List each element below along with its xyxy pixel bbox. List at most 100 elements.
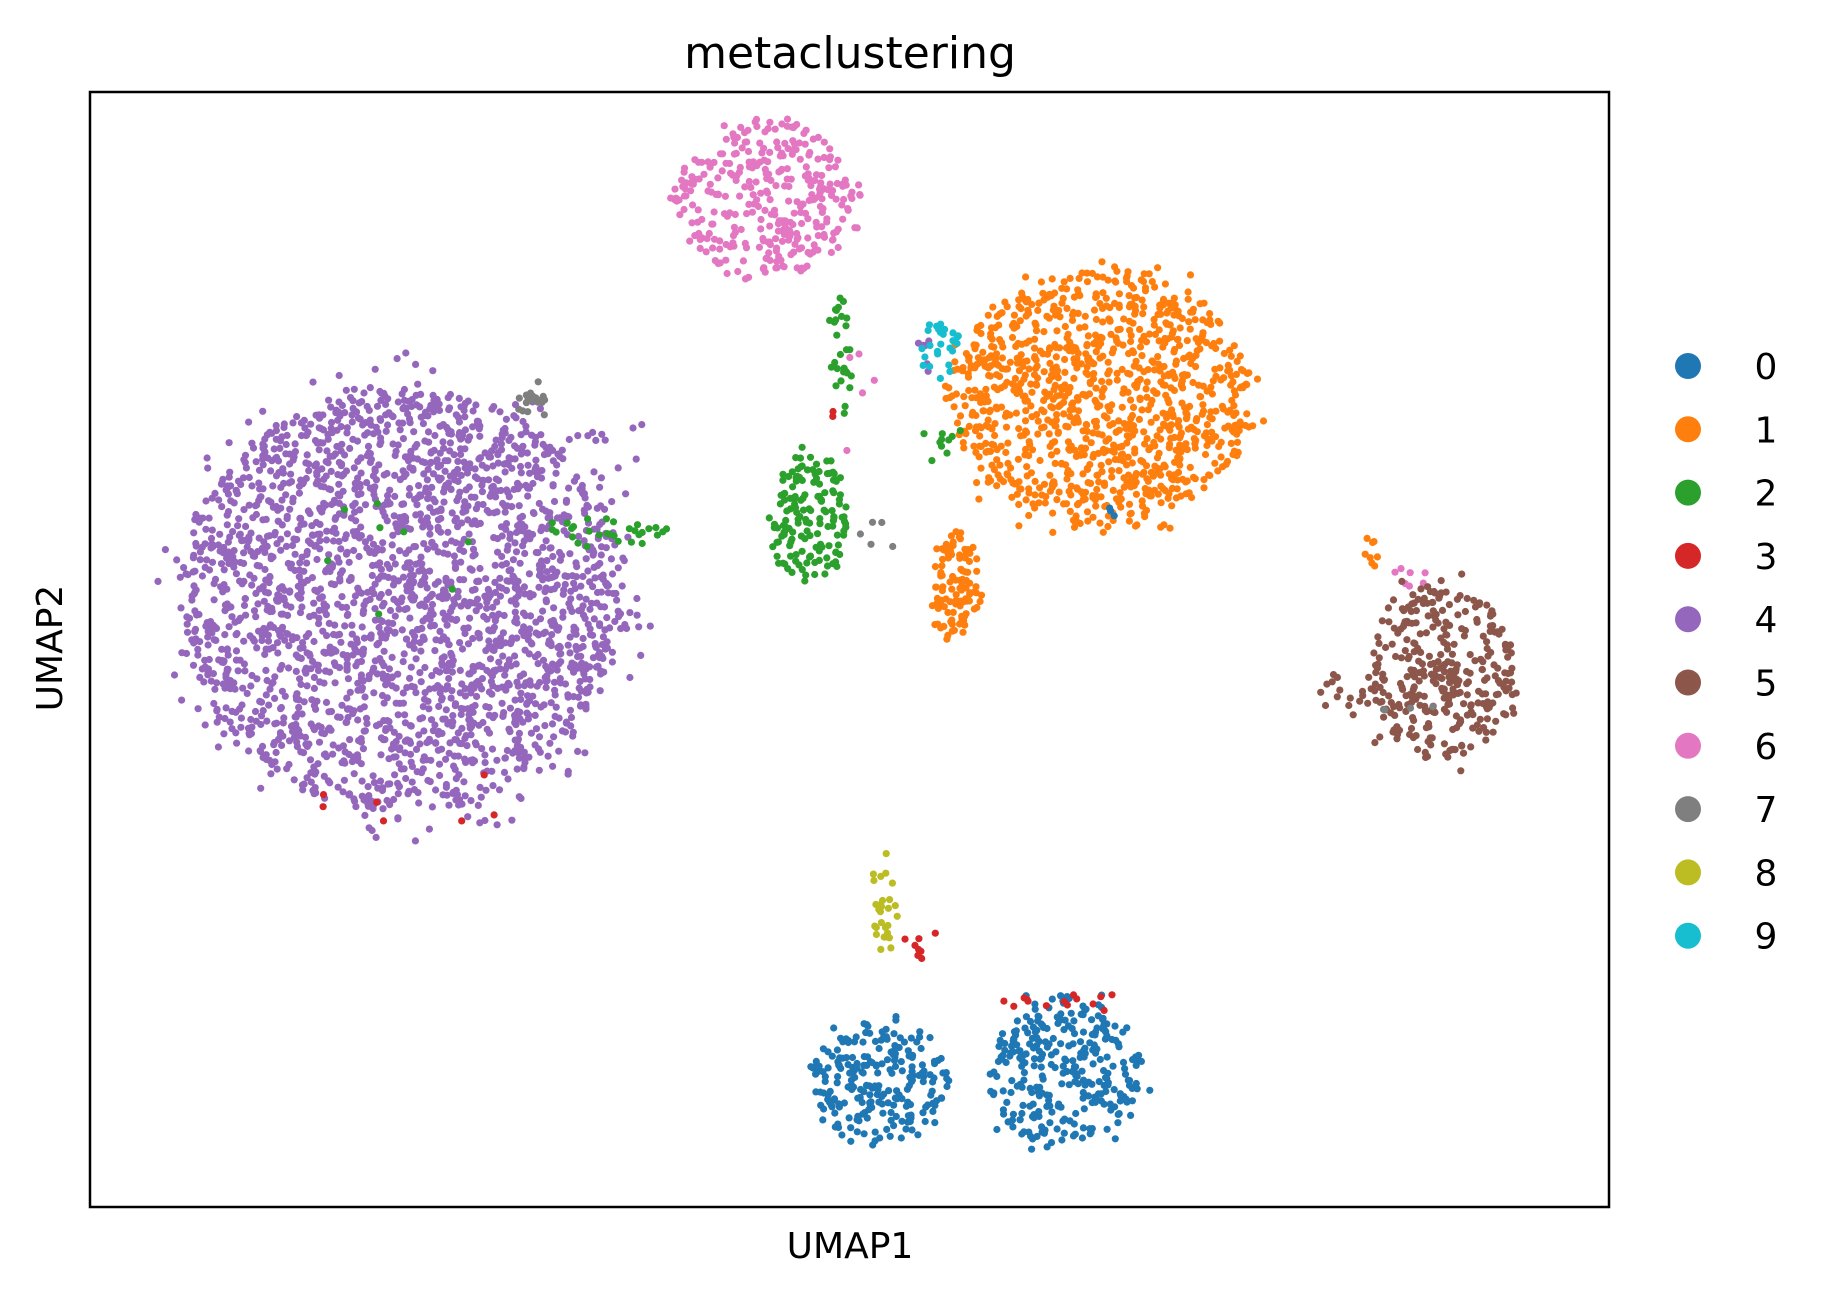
point-cluster-6 bbox=[753, 196, 761, 204]
point-cluster-4 bbox=[600, 505, 609, 513]
point-cluster-0 bbox=[1092, 1094, 1100, 1102]
point-cluster-4 bbox=[235, 705, 244, 713]
point-cluster-4 bbox=[329, 741, 337, 749]
point-cluster-4 bbox=[552, 703, 560, 711]
point-cluster-4 bbox=[334, 783, 342, 791]
point-cluster-4 bbox=[369, 772, 377, 780]
point-cluster-4 bbox=[316, 520, 324, 529]
point-cluster-4 bbox=[350, 464, 358, 472]
point-cluster-4 bbox=[412, 745, 421, 754]
point-cluster-4 bbox=[344, 675, 352, 683]
point-cluster-1 bbox=[1202, 339, 1210, 347]
point-cluster-4 bbox=[436, 689, 444, 697]
point-cluster-1 bbox=[949, 572, 957, 581]
point-cluster-0 bbox=[1052, 1048, 1060, 1056]
point-cluster-4 bbox=[516, 514, 524, 522]
point-cluster-4 bbox=[263, 532, 272, 540]
point-cluster-4 bbox=[412, 689, 420, 697]
point-cluster-6 bbox=[797, 244, 806, 252]
point-cluster-0 bbox=[878, 1028, 886, 1036]
point-cluster-1 bbox=[1060, 278, 1068, 286]
point-cluster-4 bbox=[459, 705, 467, 713]
point-cluster-5 bbox=[1328, 678, 1336, 686]
point-cluster-4 bbox=[476, 783, 484, 792]
point-cluster-1 bbox=[1161, 280, 1169, 288]
point-cluster-0 bbox=[1016, 1116, 1024, 1124]
point-cluster-4 bbox=[549, 616, 558, 625]
point-cluster-4 bbox=[183, 620, 191, 628]
point-cluster-6 bbox=[838, 201, 846, 209]
point-cluster-6 bbox=[814, 246, 822, 254]
point-cluster-0 bbox=[930, 1074, 938, 1082]
point-cluster-5 bbox=[1384, 604, 1392, 612]
point-cluster-6 bbox=[707, 188, 715, 196]
point-cluster-1 bbox=[1092, 502, 1100, 510]
point-cluster-4 bbox=[285, 642, 293, 650]
point-cluster-4 bbox=[456, 576, 464, 584]
point-cluster-1 bbox=[1097, 339, 1105, 348]
point-cluster-4 bbox=[523, 709, 531, 717]
point-cluster-1 bbox=[948, 627, 956, 635]
point-cluster-4 bbox=[577, 582, 585, 590]
point-cluster-1 bbox=[1012, 342, 1020, 350]
point-cluster-4 bbox=[392, 699, 400, 707]
point-cluster-4 bbox=[394, 670, 402, 678]
point-cluster-4 bbox=[252, 589, 260, 598]
point-cluster-4 bbox=[237, 723, 245, 731]
point-cluster-1 bbox=[1141, 440, 1149, 448]
point-cluster-1 bbox=[1025, 337, 1033, 345]
point-cluster-0 bbox=[1045, 1096, 1053, 1104]
point-cluster-1 bbox=[1083, 269, 1091, 277]
point-cluster-6 bbox=[729, 232, 738, 240]
point-cluster-4 bbox=[517, 695, 525, 704]
point-cluster-1 bbox=[937, 568, 945, 577]
point-cluster-4 bbox=[541, 628, 549, 636]
point-cluster-0 bbox=[1135, 1051, 1143, 1059]
point-cluster-4 bbox=[270, 741, 278, 749]
point-cluster-4 bbox=[321, 649, 330, 657]
point-cluster-1 bbox=[1090, 370, 1098, 378]
point-cluster-0 bbox=[898, 1067, 906, 1075]
point-cluster-1 bbox=[938, 545, 947, 553]
point-cluster-0 bbox=[1058, 1080, 1066, 1088]
point-cluster-4 bbox=[496, 574, 504, 582]
point-cluster-1 bbox=[949, 608, 957, 617]
point-cluster-0 bbox=[1111, 1135, 1119, 1143]
point-cluster-0 bbox=[1061, 1055, 1069, 1063]
point-cluster-4 bbox=[444, 394, 452, 402]
point-cluster-1 bbox=[1127, 331, 1135, 339]
point-cluster-4 bbox=[471, 465, 479, 473]
point-cluster-4 bbox=[180, 564, 188, 572]
point-cluster-4 bbox=[365, 824, 373, 832]
point-cluster-4 bbox=[252, 510, 260, 519]
point-cluster-4 bbox=[410, 644, 418, 653]
point-cluster-4 bbox=[208, 629, 216, 637]
point-cluster-0 bbox=[825, 1098, 834, 1106]
point-cluster-0 bbox=[1057, 1040, 1065, 1048]
point-cluster-4 bbox=[445, 404, 454, 412]
point-cluster-0 bbox=[927, 1091, 935, 1099]
point-cluster-4 bbox=[360, 607, 368, 615]
point-cluster-4 bbox=[259, 461, 267, 469]
point-cluster-4 bbox=[202, 525, 210, 533]
point-cluster-4 bbox=[340, 757, 348, 765]
point-cluster-4 bbox=[470, 757, 479, 765]
point-cluster-4 bbox=[389, 553, 397, 562]
point-cluster-1 bbox=[1206, 316, 1214, 324]
point-cluster-1 bbox=[1233, 438, 1242, 446]
point-cluster-4 bbox=[564, 641, 572, 649]
point-cluster-4 bbox=[445, 749, 453, 757]
point-cluster-5 bbox=[1408, 600, 1416, 608]
point-cluster-0 bbox=[891, 1094, 899, 1102]
point-cluster-1 bbox=[1061, 322, 1069, 331]
point-cluster-1 bbox=[1232, 409, 1240, 417]
point-cluster-5 bbox=[1436, 664, 1444, 672]
point-cluster-4 bbox=[435, 400, 443, 408]
point-cluster-1 bbox=[1147, 468, 1155, 476]
point-cluster-4 bbox=[517, 450, 525, 458]
point-cluster-4 bbox=[471, 599, 479, 607]
point-cluster-1 bbox=[1016, 485, 1024, 493]
point-cluster-5 bbox=[1364, 699, 1372, 707]
point-cluster-4 bbox=[332, 409, 340, 417]
point-cluster-1 bbox=[1003, 365, 1012, 373]
